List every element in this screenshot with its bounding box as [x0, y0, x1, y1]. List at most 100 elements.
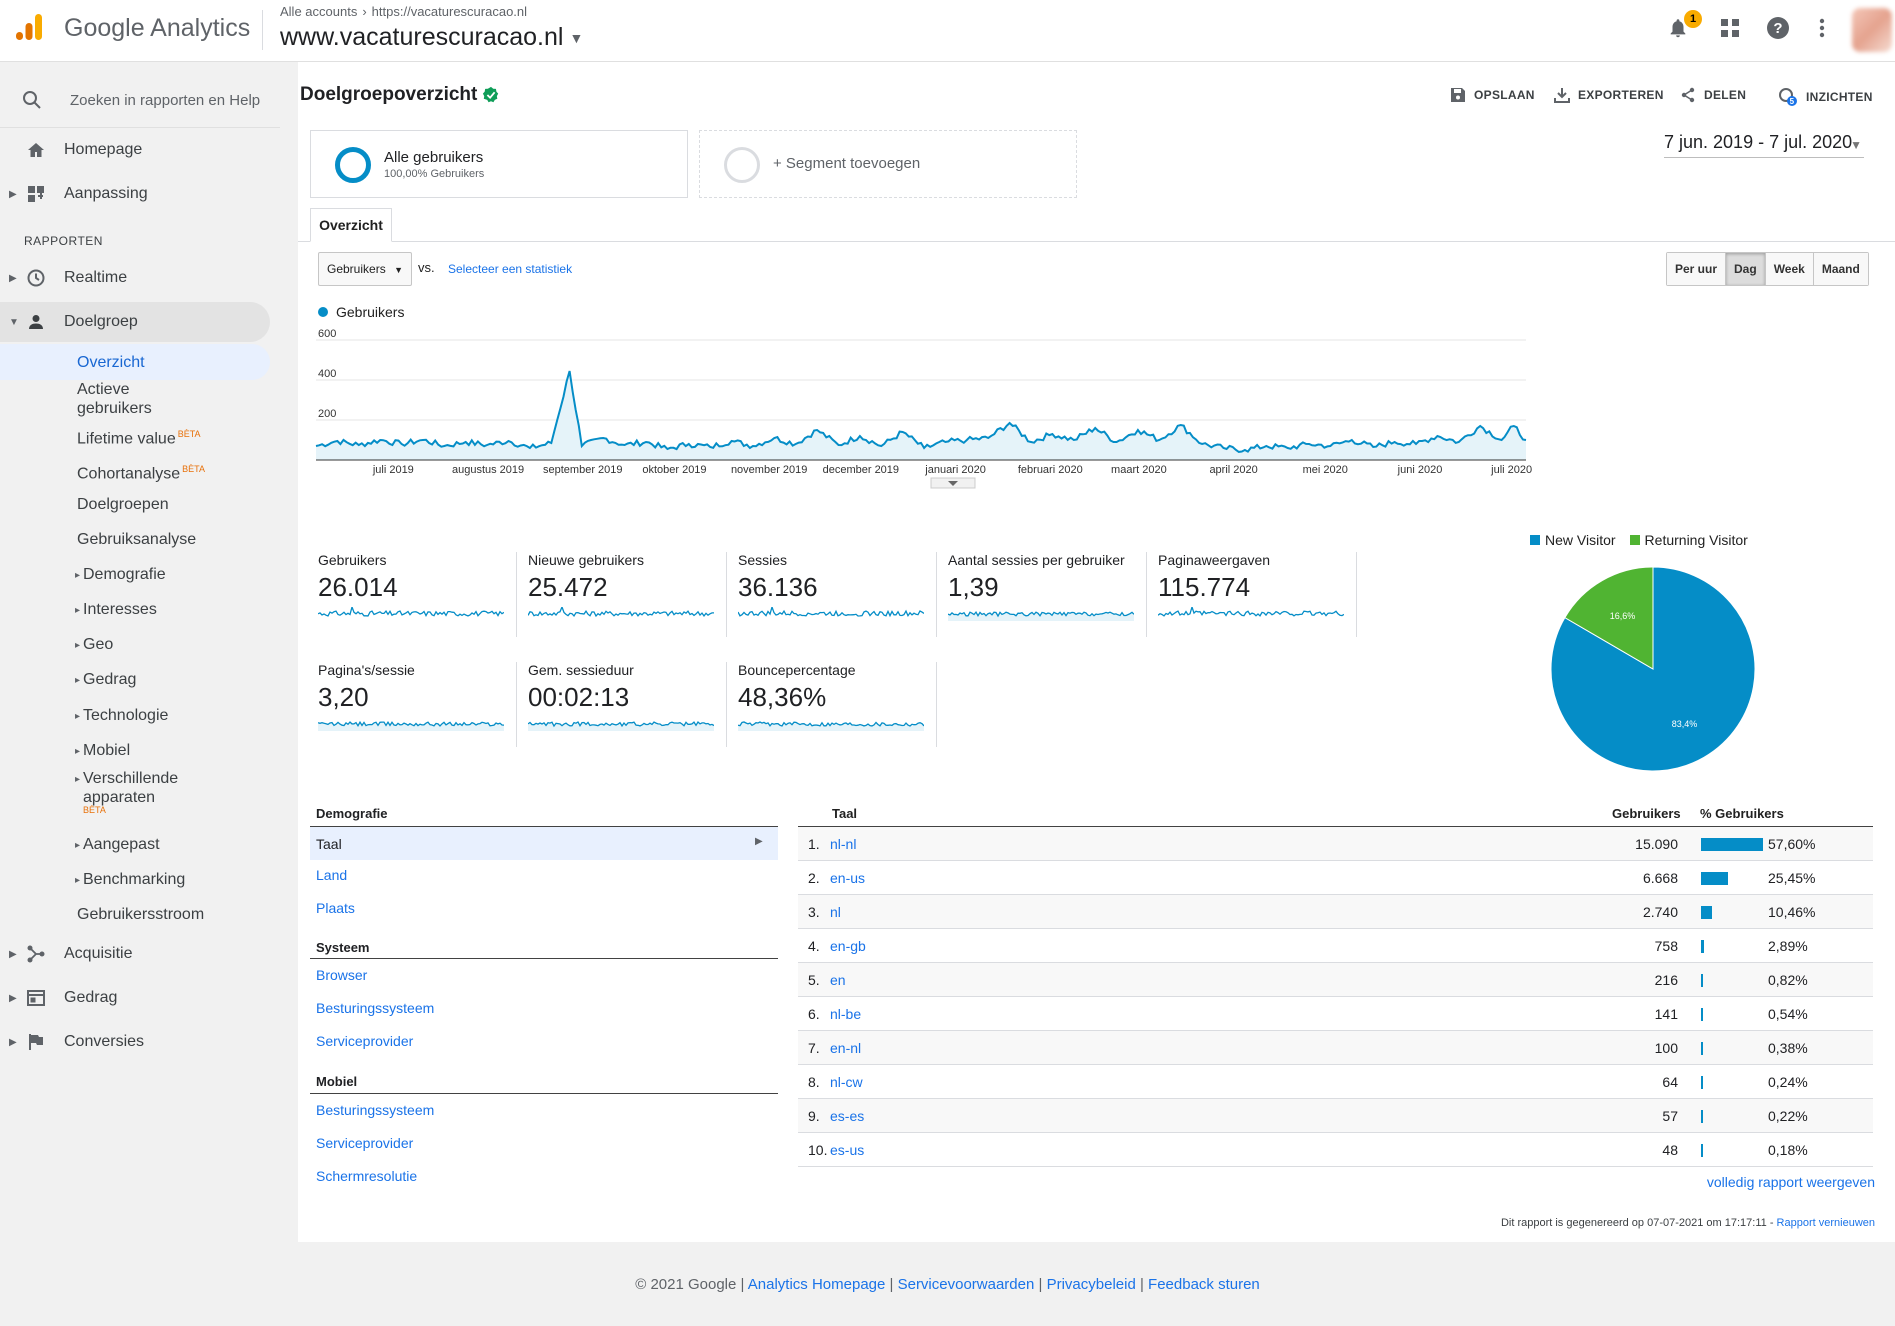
more-options-button[interactable]	[1806, 12, 1838, 44]
footer-link-privacy[interactable]: Privacybeleid	[1046, 1276, 1136, 1293]
x-tick-label: januari 2020	[924, 464, 986, 476]
sidebar-sub-doelgroepen[interactable]: Doelgroepen	[77, 496, 169, 513]
save-button[interactable]: OPSLAAN	[1450, 87, 1535, 103]
row-language-link[interactable]: nl	[830, 904, 841, 920]
download-icon	[1554, 88, 1570, 103]
sidebar-item-homepage[interactable]: Homepage	[0, 130, 270, 170]
segment-alle-gebruikers[interactable]: Alle gebruikers 100,00% Gebruikers	[310, 130, 688, 198]
col-header-gebruikers[interactable]: Gebruikers	[1612, 806, 1681, 821]
demo-item-taal[interactable]: Taal	[316, 836, 342, 852]
beta-badge: BÈTA	[177, 429, 201, 439]
row-index: 7.	[808, 1040, 820, 1056]
demo-item-mobiel-serviceprovider[interactable]: Serviceprovider	[316, 1135, 414, 1151]
sidebar-sub-aangepast[interactable]: Aangepast	[75, 835, 159, 855]
refresh-report-link[interactable]: Rapport vernieuwen	[1776, 1217, 1875, 1229]
footer-link-homepage[interactable]: Analytics Homepage	[747, 1276, 886, 1293]
sidebar-item-gedrag[interactable]: ▶ Gedrag	[0, 978, 270, 1018]
sidebar-item-conversies[interactable]: ▶ Conversies	[0, 1022, 270, 1062]
footer-link-feedback[interactable]: Feedback sturen	[1148, 1276, 1260, 1293]
scorecard-paginas-per-sessie[interactable]: Pagina's/sessie 3,20	[298, 662, 508, 772]
sidebar-sub-gebruikersstroom[interactable]: Gebruikersstroom	[77, 906, 205, 923]
sparkline-path	[738, 607, 924, 618]
notifications-button[interactable]	[1662, 12, 1694, 44]
breadcrumb-account[interactable]: https://vacaturescuracao.nl	[371, 4, 528, 19]
brand-name[interactable]: Google Analytics	[64, 14, 251, 42]
scorecard-bouncepercentage[interactable]: Bouncepercentage 48,36%	[718, 662, 928, 772]
breadcrumb-accounts[interactable]: Alle accounts	[280, 4, 358, 19]
export-button[interactable]: EXPORTEREN	[1554, 87, 1664, 103]
sidebar-sub-overzicht[interactable]: Overzicht	[77, 354, 145, 371]
add-segment-button[interactable]: + Segment toevoegen	[699, 130, 1077, 198]
home-icon	[28, 143, 44, 157]
row-language-link[interactable]: en-gb	[830, 938, 866, 954]
row-language-link[interactable]: en-nl	[830, 1040, 862, 1056]
legend-new-visitor[interactable]: New Visitor	[1530, 532, 1616, 548]
sidebar-item-aanpassing[interactable]: ▶ Aanpassing	[0, 174, 270, 214]
demo-item-schermresolutie[interactable]: Schermresolutie	[316, 1168, 418, 1184]
behavior-icon	[27, 990, 45, 1006]
sidebar-sub-mobiel[interactable]: Mobiel	[75, 741, 130, 761]
scorecard-sessies[interactable]: Sessies 36.136	[718, 552, 928, 662]
notification-badge: 1	[1684, 10, 1702, 28]
row-language-link[interactable]: es-us	[830, 1142, 865, 1158]
share-button[interactable]: DELEN	[1680, 87, 1746, 103]
demo-item-plaats[interactable]: Plaats	[316, 900, 355, 916]
demo-item-mobiel-besturingssysteem[interactable]: Besturingssysteem	[316, 1102, 435, 1118]
caret-down-icon	[948, 481, 958, 486]
row-share-bar	[1701, 906, 1713, 919]
property-selector[interactable]: www.vacaturescuracao.nl ▼	[280, 23, 583, 52]
row-percentage: 0,24%	[1768, 1074, 1808, 1090]
scorecard-sessieduur[interactable]: Gem. sessieduur 00:02:13	[508, 662, 718, 772]
legend-returning-visitor[interactable]: Returning Visitor	[1629, 532, 1748, 548]
sidebar-search[interactable]: Zoeken in rapporten en Help	[0, 68, 280, 128]
help-button[interactable]: ?	[1762, 12, 1794, 44]
gran-per-uur[interactable]: Per uur	[1667, 253, 1727, 285]
sidebar-sub-lifetime-value[interactable]: Lifetime value BÈTA	[77, 425, 201, 448]
metric-dropdown[interactable]: Gebruikers ▼	[318, 252, 412, 286]
row-language-link[interactable]: en	[830, 972, 846, 988]
tab-overzicht[interactable]: Overzicht	[310, 208, 392, 242]
sidebar-item-doelgroep[interactable]: ▼ Doelgroep	[0, 302, 270, 342]
select-stat-link[interactable]: Selecteer een statistiek	[448, 262, 573, 276]
sidebar-sub-benchmarking[interactable]: Benchmarking	[75, 870, 185, 890]
demo-item-land[interactable]: Land	[316, 867, 348, 883]
breadcrumb[interactable]: Alle accounts › https://vacaturescuracao.n…	[280, 4, 527, 19]
demo-item-serviceprovider[interactable]: Serviceprovider	[316, 1033, 414, 1049]
row-percentage: 57,60%	[1768, 836, 1816, 852]
sidebar-sub-interesses[interactable]: Interesses	[75, 600, 157, 620]
row-language-link[interactable]: nl-be	[830, 1006, 862, 1022]
footer-link-voorwaarden[interactable]: Servicevoorwaarden	[897, 1276, 1035, 1293]
sidebar-sub-demografie[interactable]: Demografie	[75, 565, 166, 585]
sidebar-sub-technologie[interactable]: Technologie	[75, 706, 168, 726]
scorecard-paginaweergaven[interactable]: Paginaweergaven 115.774	[1138, 552, 1348, 662]
gran-dag[interactable]: Dag	[1726, 253, 1766, 285]
sidebar-item-acquisitie[interactable]: ▶ Acquisitie	[0, 934, 270, 974]
gran-week[interactable]: Week	[1765, 253, 1814, 285]
scorecard-gebruikers[interactable]: Gebruikers 26.014	[298, 552, 508, 662]
sidebar-item-realtime[interactable]: ▶ Realtime	[0, 258, 270, 298]
sidebar-sub-actieve-gebruikers[interactable]: Actieve gebruikers	[77, 381, 152, 417]
sidebar-sub-geo[interactable]: Geo	[75, 635, 113, 655]
row-language-link[interactable]: en-us	[830, 870, 866, 886]
sidebar-sub-cohortanalyse[interactable]: Cohortanalyse BÈTA	[77, 460, 205, 483]
full-report-link[interactable]: volledig rapport weergeven	[1706, 1174, 1875, 1190]
demo-item-browser[interactable]: Browser	[316, 967, 368, 983]
sidebar-sub-gebruiksanalyse[interactable]: Gebruiksanalyse	[77, 531, 197, 548]
row-language-link[interactable]: es-es	[830, 1108, 865, 1124]
sidebar-sub-verschillende-apparaten[interactable]: Verschillende apparaten	[75, 769, 193, 807]
acquisition-icon	[27, 945, 45, 963]
row-language-link[interactable]: nl-nl	[830, 836, 857, 852]
apps-button[interactable]	[1714, 12, 1746, 44]
sidebar-sub-gedrag[interactable]: Gedrag	[75, 670, 136, 690]
scorecard-sessies-per-gebruiker[interactable]: Aantal sessies per gebruiker 1,39	[928, 552, 1138, 662]
date-range-picker[interactable]: 7 jun. 2019 - 7 jul. 2020 ▼	[1664, 132, 1864, 158]
row-language-link[interactable]: nl-cw	[830, 1074, 863, 1090]
avatar[interactable]	[1852, 8, 1892, 52]
scorecard-nieuwe-gebruikers[interactable]: Nieuwe gebruikers 25.472	[508, 552, 718, 662]
gran-maand[interactable]: Maand	[1813, 253, 1868, 285]
insights-button[interactable]: 5 INZICHTEN	[1778, 87, 1873, 107]
report-card: Doelgroepoverzicht OPSLAAN EXPORTEREN DE…	[298, 62, 1895, 1242]
row-percentage: 2,89%	[1768, 938, 1808, 954]
demo-item-besturingssysteem[interactable]: Besturingssysteem	[316, 1000, 435, 1016]
pie-slice-returning-visitor[interactable]	[1564, 566, 1654, 670]
